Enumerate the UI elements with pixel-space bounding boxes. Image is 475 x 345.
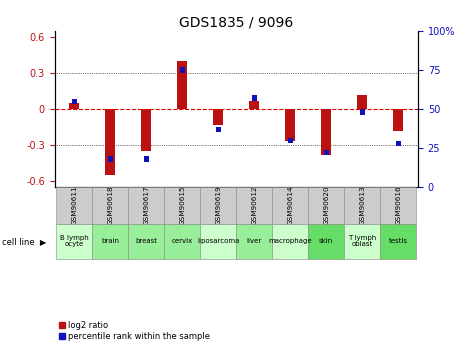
Bar xyxy=(272,187,308,224)
Bar xyxy=(360,109,365,115)
Text: GSM90614: GSM90614 xyxy=(287,186,293,225)
Bar xyxy=(57,187,93,224)
Bar xyxy=(128,224,164,259)
Bar xyxy=(357,95,367,109)
Bar xyxy=(321,109,331,155)
Text: skin: skin xyxy=(319,238,333,244)
Bar xyxy=(285,109,295,141)
Bar xyxy=(164,224,200,259)
Text: GSM90616: GSM90616 xyxy=(395,186,401,225)
Bar xyxy=(200,224,237,259)
Text: cervix: cervix xyxy=(172,238,193,244)
Text: GSM90619: GSM90619 xyxy=(215,186,221,225)
Bar xyxy=(105,109,115,175)
Title: GDS1835 / 9096: GDS1835 / 9096 xyxy=(179,16,294,30)
Bar xyxy=(272,224,308,259)
Bar xyxy=(180,67,185,73)
Text: brain: brain xyxy=(101,238,119,244)
Text: breast: breast xyxy=(135,238,157,244)
Bar xyxy=(308,187,344,224)
Bar xyxy=(144,156,149,162)
Text: B lymph
ocyte: B lymph ocyte xyxy=(60,235,89,247)
Bar xyxy=(57,224,93,259)
Bar xyxy=(288,138,293,143)
Text: testis: testis xyxy=(389,238,408,244)
Text: liver: liver xyxy=(247,238,262,244)
Text: GSM90611: GSM90611 xyxy=(71,186,77,225)
Bar xyxy=(93,187,128,224)
Bar xyxy=(213,109,223,125)
Bar xyxy=(252,96,257,101)
Bar xyxy=(344,187,380,224)
Bar xyxy=(380,187,416,224)
Bar xyxy=(393,109,403,131)
Bar xyxy=(324,150,329,156)
Legend: log2 ratio, percentile rank within the sample: log2 ratio, percentile rank within the s… xyxy=(59,321,210,341)
Text: T lymph
oblast: T lymph oblast xyxy=(348,235,376,247)
Text: GSM90612: GSM90612 xyxy=(251,186,257,225)
Bar xyxy=(164,187,200,224)
Text: GSM90615: GSM90615 xyxy=(180,186,185,225)
Bar xyxy=(72,99,77,104)
Text: GSM90617: GSM90617 xyxy=(143,186,149,225)
Text: liposarcoma: liposarcoma xyxy=(197,238,239,244)
Bar xyxy=(380,224,416,259)
Text: GSM90618: GSM90618 xyxy=(107,186,114,225)
Text: GSM90613: GSM90613 xyxy=(359,186,365,225)
Bar xyxy=(344,224,380,259)
Bar xyxy=(93,224,128,259)
Bar xyxy=(396,141,401,146)
Bar xyxy=(249,101,259,109)
Text: cell line  ▶: cell line ▶ xyxy=(2,237,47,246)
Bar xyxy=(237,187,272,224)
Bar xyxy=(142,109,152,151)
Text: GSM90620: GSM90620 xyxy=(323,186,329,225)
Bar xyxy=(128,187,164,224)
Bar xyxy=(237,224,272,259)
Bar xyxy=(177,61,187,109)
Bar xyxy=(200,187,237,224)
Bar xyxy=(108,156,113,162)
Bar xyxy=(216,127,221,132)
Bar xyxy=(69,103,79,109)
Bar xyxy=(308,224,344,259)
Text: macrophage: macrophage xyxy=(268,238,312,244)
